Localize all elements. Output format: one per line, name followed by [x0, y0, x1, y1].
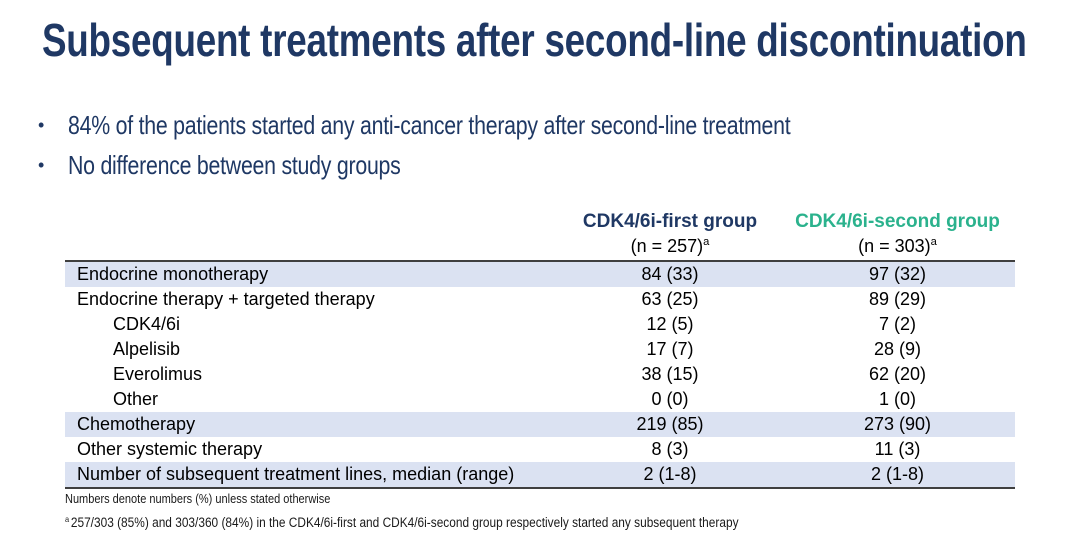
column-subheader-n-second: (n = 303)a [780, 233, 1015, 262]
row-value: 84 (33) [560, 261, 780, 287]
slide-title: Subsequent treatments after second-line … [42, 14, 1027, 66]
bullet-item: • 84% of the patients started any anti-c… [38, 110, 949, 141]
row-value: 7 (2) [878, 314, 916, 334]
row-value: 219 (85) [560, 412, 780, 437]
table-row: Other 0 (0) 1 (0) [65, 387, 1015, 412]
row-value: 2 (1-8) [780, 462, 1015, 489]
row-value: 8 (3) [651, 439, 689, 459]
column-header-cdk46i-second-group: CDK4/6i-second group [795, 211, 1000, 232]
table-row: Endocrine monotherapy 84 (33) 97 (32) [65, 261, 1015, 287]
table-group-header-row: CDK4/6i-first group CDK4/6i-second group [65, 206, 1015, 233]
row-label: Chemotherapy [65, 412, 560, 437]
row-value: 38 (15) [641, 364, 699, 384]
table-row: CDK4/6i 12 (5) 7 (2) [65, 312, 1015, 337]
empty-header-cell [65, 206, 560, 233]
footnote-marker: a [703, 236, 710, 248]
row-value: 0 (0) [651, 389, 689, 409]
table-row: Chemotherapy 219 (85) 273 (90) [65, 412, 1015, 437]
bullet-list: • 84% of the patients started any anti-c… [38, 110, 949, 190]
row-value: 17 (7) [646, 339, 694, 359]
row-label: Number of subsequent treatment lines, me… [65, 462, 560, 489]
row-label: Other systemic therapy [77, 439, 263, 459]
row-value: 2 (1-8) [560, 462, 780, 489]
row-label: Other [113, 389, 159, 409]
bullet-text: No difference between study groups [68, 150, 401, 180]
empty-header-cell [65, 233, 560, 262]
row-label: Alpelisib [113, 339, 181, 359]
row-value: 62 (20) [868, 364, 927, 384]
bullet-item: • No difference between study groups [38, 150, 949, 181]
table-row: Other systemic therapy 8 (3) 11 (3) [65, 437, 1015, 462]
row-value: 1 (0) [878, 389, 916, 409]
subsequent-treatments-table: CDK4/6i-first group CDK4/6i-second group… [65, 206, 1015, 489]
bullet-text: 84% of the patients started any anti-can… [68, 110, 791, 140]
n-value: (n = 303) [858, 236, 931, 256]
bullet-icon: • [38, 155, 45, 175]
row-value: 89 (29) [868, 289, 927, 309]
table-row: Number of subsequent treatment lines, me… [65, 462, 1015, 489]
row-value: 28 (9) [873, 339, 922, 359]
footnote-marker: a [65, 513, 70, 524]
footnote-a: a 257/303 (85%) and 303/360 (84%) in the … [65, 513, 739, 530]
n-value: (n = 257) [630, 236, 704, 256]
footnote-general: Numbers denote numbers (%) unless stated… [65, 492, 331, 506]
footnote-a-text: 257/303 (85%) and 303/360 (84%) in the C… [70, 515, 739, 530]
row-label: CDK4/6i [113, 314, 181, 334]
row-value: 97 (32) [780, 261, 1015, 287]
row-label: Endocrine monotherapy [65, 261, 560, 287]
table-subheader-row: (n = 257)a (n = 303)a [65, 233, 1015, 262]
column-header-cdk46i-first-group: CDK4/6i-first group [582, 211, 758, 232]
bullet-icon: • [38, 115, 45, 135]
row-value: 273 (90) [780, 412, 1015, 437]
table-row: Endocrine therapy + targeted therapy 63 (… [65, 287, 1015, 312]
row-label: Everolimus [113, 364, 203, 384]
table-row: Everolimus 38 (15) 62 (20) [65, 362, 1015, 387]
footnote-marker: a [930, 236, 937, 248]
row-value: 11 (3) [874, 439, 921, 459]
row-label: Endocrine therapy + targeted therapy [77, 289, 375, 309]
table-row: Alpelisib 17 (7) 28 (9) [65, 337, 1015, 362]
row-value: 12 (5) [646, 314, 694, 334]
row-value: 63 (25) [641, 289, 699, 309]
column-subheader-n-first: (n = 257)a [560, 233, 780, 262]
